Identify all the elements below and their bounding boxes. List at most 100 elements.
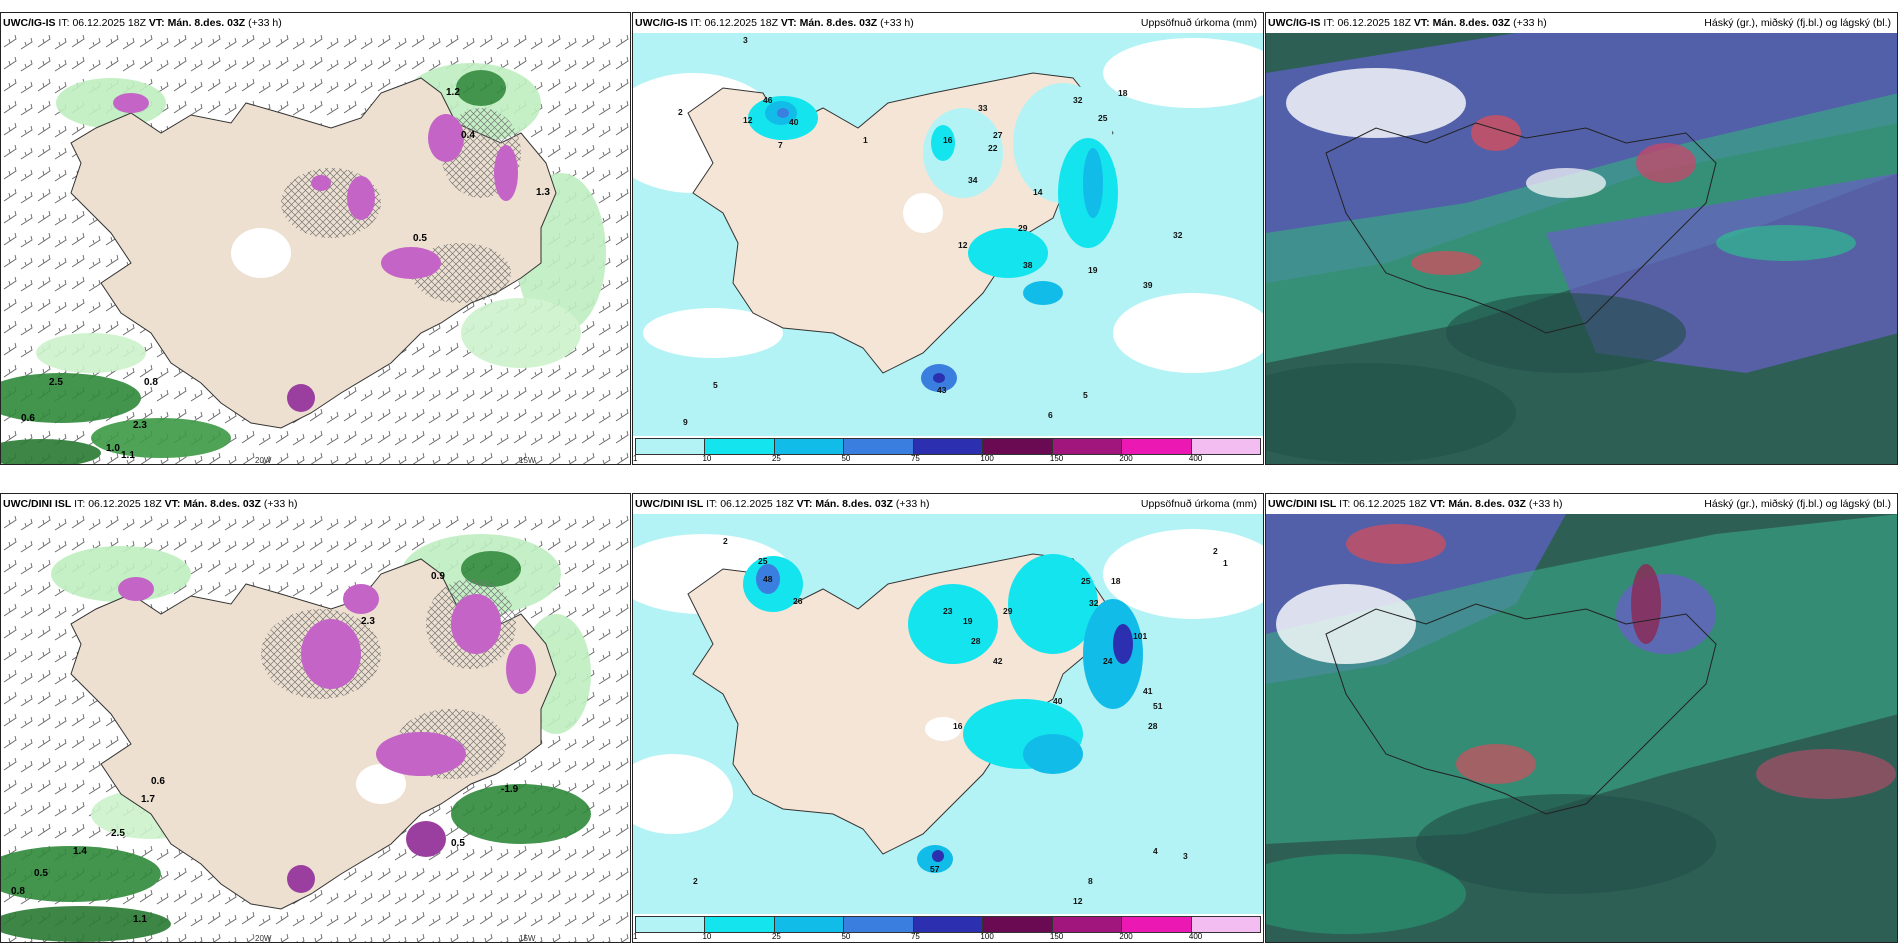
precip-shading — [748, 83, 1118, 392]
precip-shading — [743, 554, 1143, 873]
svg-text:0.5: 0.5 — [451, 838, 465, 849]
axis-labels: 20W 15W — [255, 934, 536, 943]
svg-text:16: 16 — [943, 135, 953, 145]
vt-label: VT: — [796, 498, 813, 510]
iceland-land — [687, 72, 1114, 374]
precip-title: Uppsöfnuð úrkoma (mm) — [1140, 17, 1257, 29]
svg-text:1.4: 1.4 — [73, 846, 87, 857]
svg-text:40: 40 — [1053, 696, 1063, 706]
svg-text:8: 8 — [1088, 876, 1093, 886]
vt-label: VT: — [148, 17, 165, 29]
lead-time: (+33 h) — [263, 498, 298, 510]
precip-map[interactable]: 3 46 2 12 40 7 1 33 16 27 22 32 25 18 34… — [633, 33, 1264, 438]
wind-map[interactable]: 0.8 2.5 0.6 1.0 2.3 1.1 0.4 1.2 0.5 1.3 … — [1, 33, 631, 465]
svg-text:20W: 20W — [255, 456, 272, 465]
svg-text:15W: 15W — [519, 934, 536, 943]
svg-text:16: 16 — [953, 721, 963, 731]
svg-text:1.7: 1.7 — [141, 794, 155, 805]
svg-text:6: 6 — [1048, 410, 1053, 420]
svg-text:0.4: 0.4 — [461, 130, 475, 141]
svg-text:2.3: 2.3 — [133, 420, 147, 431]
cloud-title: Háský (gr.), miðský (fj.bl.) og lágský (… — [1704, 17, 1891, 29]
it-label: IT: — [1339, 498, 1351, 510]
svg-text:2.3: 2.3 — [361, 616, 375, 627]
iceland-coastline — [1325, 603, 1717, 815]
svg-text:0.6: 0.6 — [151, 776, 165, 787]
svg-text:1.1: 1.1 — [133, 914, 147, 925]
svg-text:2: 2 — [1213, 546, 1218, 556]
colorbar: 1 10 25 50 75 100 150 200 400 — [633, 436, 1263, 464]
wind-map-panel-dini: UWC/DINI ISL IT: 06.12.2025 18Z VT: Mán.… — [0, 493, 631, 943]
panel-header: UWC/DINI ISL IT: 06.12.2025 18Z VT: Mán.… — [1266, 494, 1897, 514]
svg-text:57: 57 — [930, 864, 940, 874]
svg-text:1: 1 — [863, 135, 868, 145]
svg-text:0.8: 0.8 — [144, 377, 158, 388]
green-shading — [1, 534, 591, 942]
svg-text:48: 48 — [763, 574, 773, 584]
svg-text:19: 19 — [963, 616, 973, 626]
svg-text:1.2: 1.2 — [446, 87, 460, 98]
init-time: 06.12.2025 18Z — [88, 498, 162, 510]
model-name: UWC/IG-IS — [1268, 17, 1321, 29]
valid-time: Mán. 8.des. 03Z — [815, 498, 893, 510]
svg-text:2.5: 2.5 — [49, 377, 63, 388]
it-label: IT: — [58, 17, 70, 29]
svg-text:1.3: 1.3 — [536, 187, 550, 198]
cloud-layers — [1266, 514, 1897, 934]
panel-header: UWC/DINI ISL IT: 06.12.2025 18Z VT: Mán.… — [633, 494, 1263, 514]
svg-text:27: 27 — [993, 130, 1003, 140]
panel-header: UWC/IG-IS IT: 06.12.2025 18Z VT: Mán. 8.… — [1, 13, 630, 33]
panel-header: UWC/IG-IS IT: 06.12.2025 18Z VT: Mán. 8.… — [633, 13, 1263, 33]
svg-text:19: 19 — [1088, 265, 1098, 275]
svg-text:15W: 15W — [519, 456, 536, 465]
svg-text:0.8: 0.8 — [11, 886, 25, 897]
model-name: UWC/IG-IS — [3, 17, 56, 29]
vt-label: VT: — [780, 17, 797, 29]
colorbar-swatches — [635, 916, 1261, 933]
svg-text:0.6: 0.6 — [21, 413, 35, 424]
vt-label: VT: — [1413, 17, 1430, 29]
it-label: IT: — [690, 17, 702, 29]
lead-time: (+33 h) — [880, 17, 914, 29]
svg-text:4: 4 — [1153, 846, 1158, 856]
it-label: IT: — [706, 498, 718, 510]
colorbar-swatches — [635, 438, 1261, 455]
precip-map-panel-dini: UWC/DINI ISL IT: 06.12.2025 18Z VT: Mán.… — [632, 493, 1264, 943]
wind-map[interactable]: 0.8 0.5 1.4 2.5 0.6 1.7 0.9 1.1 2.3 -1.9… — [1, 514, 631, 943]
svg-text:51: 51 — [1153, 701, 1163, 711]
svg-text:25: 25 — [1098, 113, 1108, 123]
svg-text:7: 7 — [778, 140, 783, 150]
cloud-map-panel-igis: UWC/IG-IS IT: 06.12.2025 18Z VT: Mán. 8.… — [1265, 12, 1898, 465]
lead-time: (+33 h) — [248, 17, 282, 29]
svg-text:2: 2 — [678, 107, 683, 117]
svg-text:22: 22 — [988, 143, 998, 153]
precip-map[interactable]: 2 25 48 26 23 19 28 42 29 25 32 18 24 40… — [633, 514, 1264, 916]
svg-text:1: 1 — [1223, 558, 1228, 568]
cloud-map[interactable] — [1266, 514, 1898, 943]
wind-map-panel-igis: UWC/IG-IS IT: 06.12.2025 18Z VT: Mán. 8.… — [0, 12, 631, 465]
valid-time: Mán. 8.des. 03Z — [183, 498, 261, 510]
svg-text:29: 29 — [1003, 606, 1013, 616]
init-time: 06.12.2025 18Z — [720, 498, 794, 510]
it-label: IT: — [74, 498, 86, 510]
svg-text:25: 25 — [1081, 576, 1091, 586]
svg-text:32: 32 — [1073, 95, 1083, 105]
svg-text:0.9: 0.9 — [431, 571, 445, 582]
svg-text:28: 28 — [971, 636, 981, 646]
svg-text:28: 28 — [1148, 721, 1158, 731]
precip-title: Uppsöfnuð úrkoma (mm) — [1140, 498, 1257, 510]
panel-header: UWC/DINI ISL IT: 06.12.2025 18Z VT: Mán.… — [1, 494, 630, 514]
cloud-title: Háský (gr.), miðský (fj.bl.) og lágský (… — [1704, 498, 1891, 510]
svg-text:5: 5 — [1083, 390, 1088, 400]
precip-values: 3 46 2 12 40 7 1 33 16 27 22 32 25 18 34… — [678, 35, 1183, 427]
valid-time: Mán. 8.des. 03Z — [1448, 498, 1526, 510]
svg-text:1.0: 1.0 — [106, 443, 120, 454]
cloud-map[interactable] — [1266, 33, 1898, 465]
cloud-map-panel-dini: UWC/DINI ISL IT: 06.12.2025 18Z VT: Mán.… — [1265, 493, 1898, 943]
magenta-precip — [118, 577, 536, 893]
precip-map-panel-igis: UWC/IG-IS IT: 06.12.2025 18Z VT: Mán. 8.… — [632, 12, 1264, 465]
svg-text:39: 39 — [1143, 280, 1153, 290]
svg-text:42: 42 — [993, 656, 1003, 666]
svg-text:9: 9 — [683, 417, 688, 427]
cloud-layers — [1266, 33, 1897, 463]
